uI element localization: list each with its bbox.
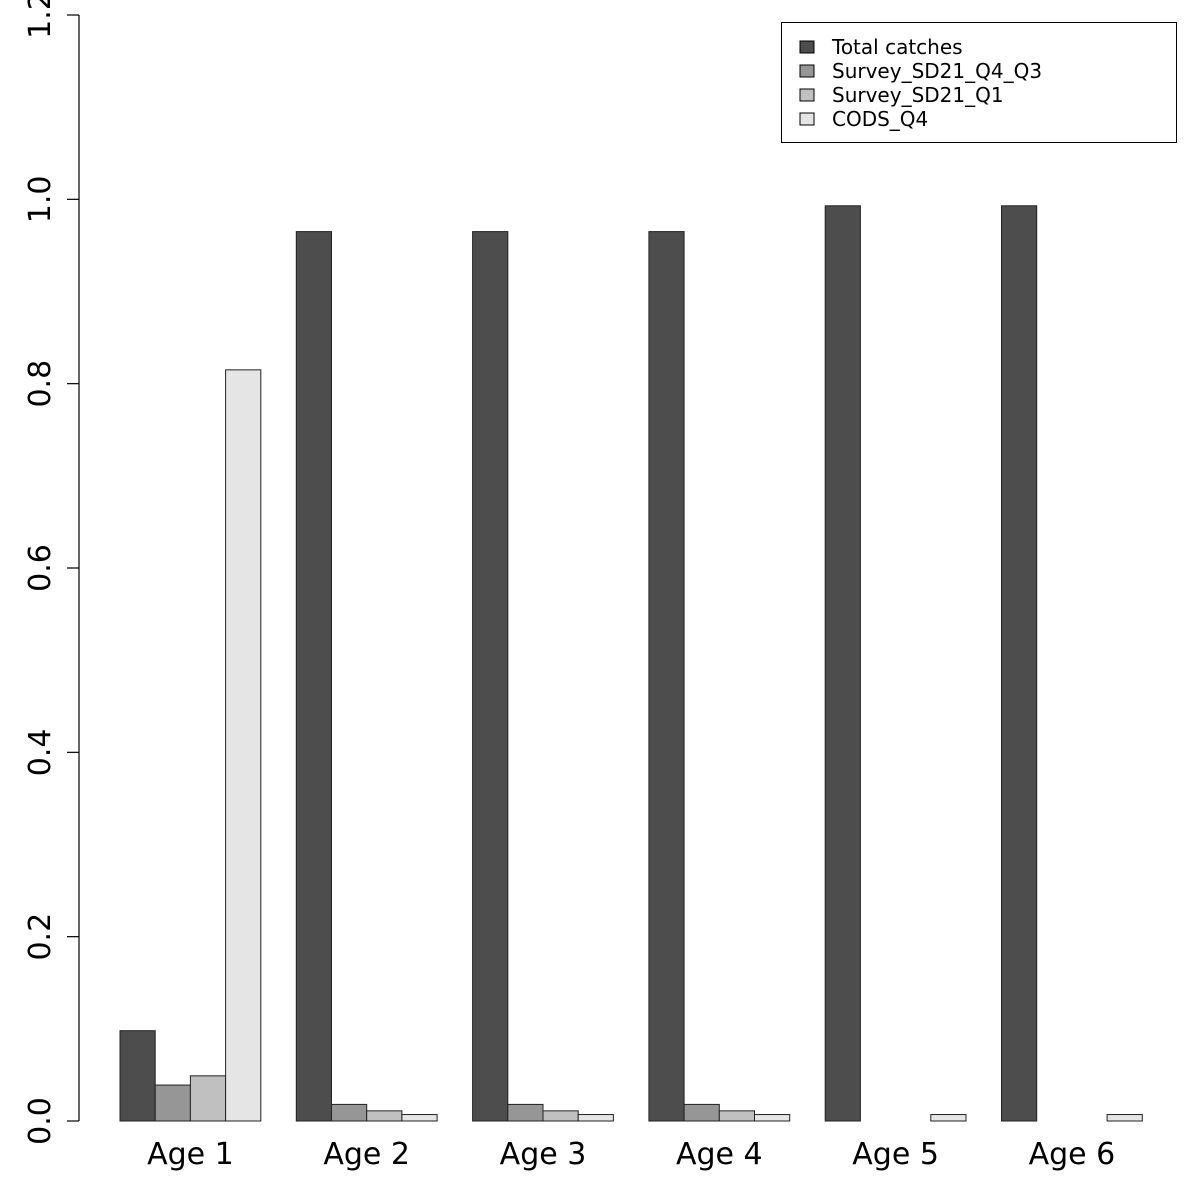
legend-swatch	[799, 40, 815, 54]
bar	[366, 1110, 403, 1122]
x-tick-label: Age 6	[1029, 1137, 1116, 1172]
legend-label: Survey_SD21_Q1	[832, 83, 1004, 107]
y-tick-label: 0.6	[23, 544, 58, 592]
bar	[683, 1103, 720, 1122]
y-tick-label: 0.8	[23, 360, 58, 408]
bar	[119, 1030, 156, 1122]
y-tick-label: 0.2	[23, 913, 58, 961]
x-tick-label: Age 1	[147, 1137, 234, 1172]
bar	[507, 1103, 544, 1122]
bar	[401, 1114, 438, 1122]
bar	[718, 1110, 755, 1122]
bar	[1001, 205, 1038, 1122]
x-tick-label: Age 4	[676, 1137, 763, 1172]
bar	[331, 1103, 368, 1122]
x-axis-labels: Age 1 Age 2 Age 3 Age 4 Age 5 Age 6	[147, 1137, 1115, 1172]
bar	[648, 231, 685, 1122]
y-tick-label: 0.0	[23, 1097, 58, 1145]
legend: Total catchesSurvey_SD21_Q4_Q3Survey_SD2…	[781, 22, 1177, 143]
bar	[472, 231, 509, 1122]
legend-label: Total catches	[831, 35, 963, 59]
bars	[119, 205, 1143, 1122]
y-tick-label: 1.0	[23, 175, 58, 223]
bar	[225, 369, 262, 1122]
x-tick-label: Age 5	[852, 1137, 939, 1172]
legend-label: CODS_Q4	[832, 107, 928, 131]
bar	[930, 1114, 967, 1122]
bar	[542, 1110, 579, 1122]
legend-swatch	[799, 64, 815, 78]
bar	[295, 231, 332, 1122]
bar	[577, 1114, 614, 1122]
bar	[189, 1075, 227, 1122]
bar	[1106, 1114, 1143, 1122]
legend-box	[781, 22, 1177, 143]
y-tick-label: 0.4	[23, 728, 58, 776]
x-tick-label: Age 3	[500, 1137, 587, 1172]
bar	[824, 205, 861, 1122]
y-axis: 0.0 0.2 0.4 0.6 0.8 1.0 1.2	[23, 0, 80, 1145]
legend-swatch	[799, 112, 815, 126]
y-tick-label: 1.2	[23, 0, 58, 39]
legend-label: Survey_SD21_Q4_Q3	[832, 59, 1042, 83]
legend-swatch	[799, 88, 815, 102]
x-tick-label: Age 2	[323, 1137, 410, 1172]
bar	[754, 1114, 791, 1122]
bar	[154, 1084, 191, 1122]
